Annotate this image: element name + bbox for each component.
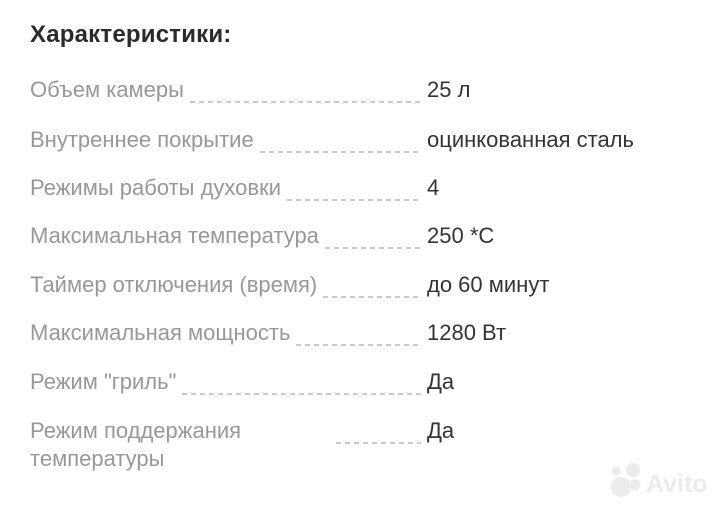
spec-label-cell: Объем камеры [30,76,421,104]
spec-value: до 60 минут [427,272,550,297]
spec-label: Максимальная мощность [30,320,291,345]
spec-label: Внутреннее покрытие [30,127,254,152]
avito-wordmark: Avito [646,470,708,498]
spec-label: Режим поддержания температуры [30,418,242,471]
spec-label: Максимальная температура [30,223,319,248]
dashed-leader [324,247,421,249]
spec-row-keep-warm: Режим поддержания температуры Да [30,417,720,497]
spec-value: 1280 Вт [427,320,507,345]
spec-label: Режим "гриль" [30,369,177,394]
avito-circles-icon [611,463,641,497]
avito-watermark: Avito [611,463,708,498]
spec-label-cell: Режим поддержания температуры [30,417,421,473]
spec-label-cell: Режим "гриль" [30,368,421,396]
spec-row-oven-modes: Режимы работы духовки 4 [30,174,720,230]
dashed-leader [296,344,421,346]
spec-value: Да [427,418,455,443]
spec-label-cell: Максимальная мощность [30,319,421,347]
spec-row-max-power: Максимальная мощность 1280 Вт [30,319,720,375]
dashed-leader [323,296,421,298]
spec-row-timer: Таймер отключения (время) до 60 минут [30,271,720,327]
dashed-leader [336,442,421,444]
spec-label-cell: Режимы работы духовки [30,174,421,202]
spec-label: Таймер отключения (время) [30,272,318,297]
dashed-leader [189,101,421,103]
spec-label-cell: Внутреннее покрытие [30,126,421,154]
spec-label-cell: Максимальная температура [30,222,421,250]
spec-label: Режимы работы духовки [30,175,282,200]
page-title: Характеристики: [30,21,232,48]
dashed-leader [259,151,421,153]
spec-row-grill-mode: Режим "гриль" Да [30,368,720,424]
spec-label-cell: Таймер отключения (время) [30,271,421,299]
dashed-leader [287,199,421,201]
spec-row-coating: Внутреннее покрытие оцинкованная сталь [30,126,720,182]
spec-value: 250 *C [427,223,495,248]
spec-value: 25 л [427,77,471,102]
spec-value: Да [427,369,455,394]
dashed-leader [182,393,421,395]
spec-row-max-temperature: Максимальная температура 250 *C [30,222,720,278]
spec-value: 4 [427,175,440,200]
spec-label: Объем камеры [30,77,184,102]
spec-row-volume: Объем камеры 25 л [30,76,720,132]
spec-value: оцинкованная сталь [427,127,634,152]
